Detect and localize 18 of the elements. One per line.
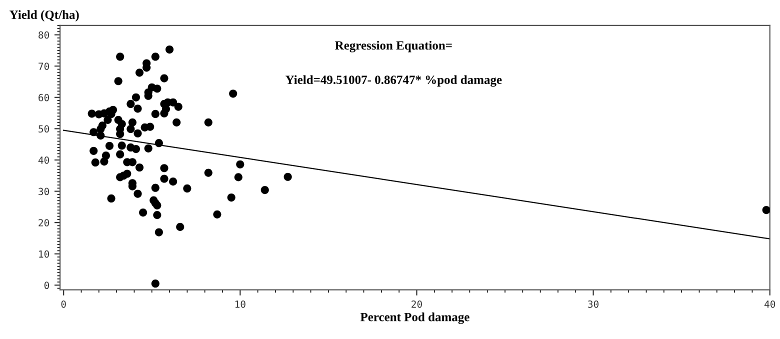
y-tick-label: 50 — [38, 125, 50, 133]
y-tick-label: 80 — [38, 31, 50, 39]
y-axis-title: Yield (Qt/ha) — [10, 10, 79, 22]
y-tick-label: 70 — [38, 62, 50, 70]
x-tick-label: 0 — [61, 300, 66, 308]
y-tick-label: 0 — [44, 282, 50, 290]
y-tick-label: 10 — [39, 250, 50, 258]
y-tick-label: 20 — [38, 219, 50, 226]
y-tick-label: 30 — [38, 188, 50, 196]
y-tick-label: 40 — [38, 156, 50, 164]
x-tick-label: 40 — [764, 300, 776, 308]
annotation: Regression Equation= — [335, 40, 452, 52]
y-tick-label: 60 — [38, 94, 50, 102]
x-tick-label: 10 — [235, 300, 246, 308]
x-axis-title: Percent Pod damage — [360, 312, 470, 324]
annotation: Yield=49.51007- 0.86747* %pod damage — [286, 75, 502, 87]
x-tick-label: 20 — [412, 300, 422, 308]
x-tick-label: 30 — [588, 300, 599, 308]
